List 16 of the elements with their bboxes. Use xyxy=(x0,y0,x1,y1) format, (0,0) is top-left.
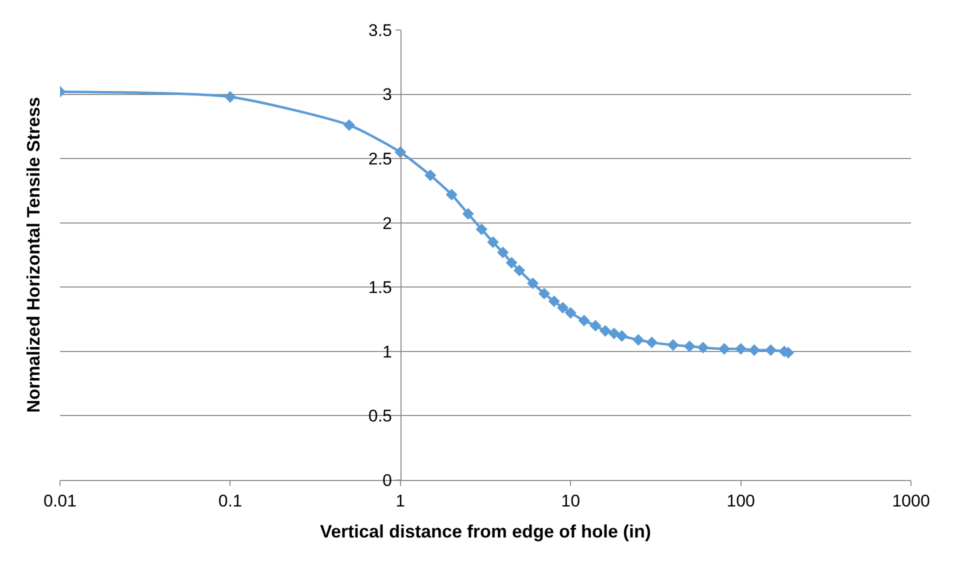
y-tick-label: 3 xyxy=(382,85,392,104)
y-tick-label: 1 xyxy=(382,342,392,362)
x-axis-title: Vertical distance from edge of hole (in) xyxy=(320,522,652,542)
y-tick-label: 0.5 xyxy=(368,406,392,426)
y-tick-label: 2.5 xyxy=(368,150,392,169)
y-tick-label: 2 xyxy=(382,214,392,233)
x-tick-label: 1000 xyxy=(892,491,930,510)
x-tick-label: 10 xyxy=(561,491,580,510)
x-tick-label: 0.01 xyxy=(43,491,77,510)
y-tick-label: 0 xyxy=(382,470,392,490)
y-axis-title: Normalized Horizontal Tensile Stress xyxy=(24,96,44,413)
x-tick-label: 0.1 xyxy=(218,491,242,510)
y-tick-label: 1.5 xyxy=(368,278,392,298)
y-tick-label: 3.5 xyxy=(368,20,392,40)
x-tick-label: 100 xyxy=(726,491,755,510)
x-tick-label: 1 xyxy=(396,491,406,510)
